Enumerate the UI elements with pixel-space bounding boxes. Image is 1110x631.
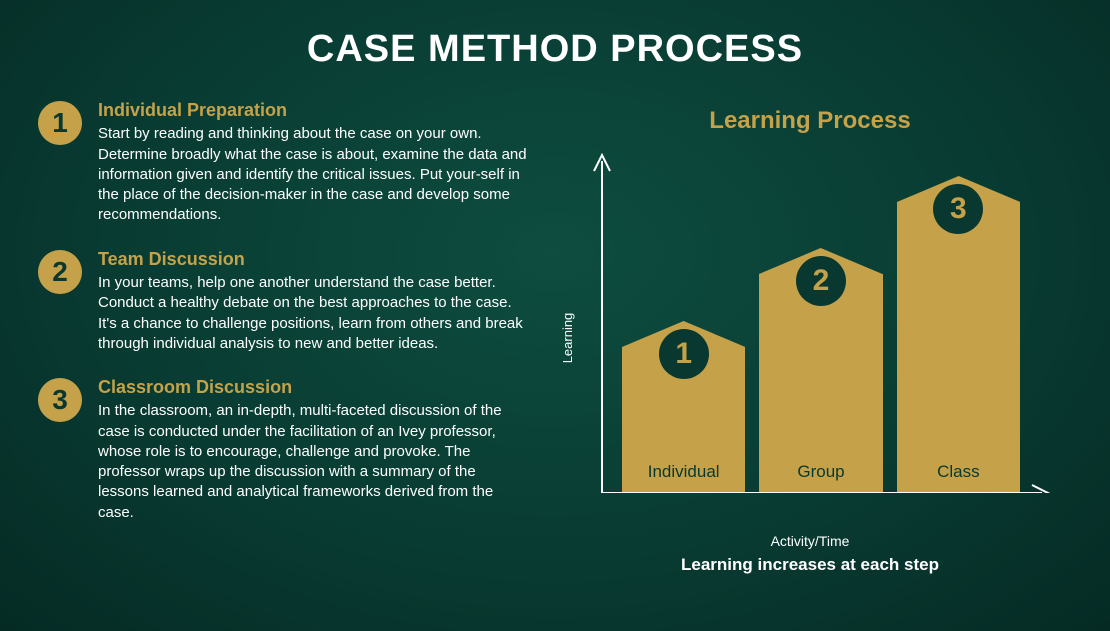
content-row: 1 Individual PreparationStart by reading … <box>38 99 1072 575</box>
step-title-3: Classroom Discussion <box>98 376 528 399</box>
bar-number-circle-3: 3 <box>933 184 983 234</box>
page-title: CASE METHOD PROCESS <box>38 28 1072 71</box>
bar-1: 1Individual <box>622 347 745 492</box>
step-badge-3: 3 <box>38 378 82 422</box>
x-axis-label: Activity/Time <box>548 533 1072 549</box>
step-desc-3: In the classroom, an in-depth, multi-fac… <box>98 401 528 523</box>
step-badge-1: 1 <box>38 101 82 145</box>
bar-3: 3Class <box>897 202 1020 492</box>
step-title-1: Individual Preparation <box>98 99 528 122</box>
step-2: 2 Team DiscussionIn your teams, help one … <box>38 248 528 354</box>
bar-rect-3 <box>897 202 1020 492</box>
bar-label-1: Individual <box>622 462 745 482</box>
step-3: 3 Classroom DiscussionIn the classroom, a… <box>38 376 528 523</box>
bar-label-3: Class <box>897 462 1020 482</box>
chart-area: Learning 1Individual2Group3Class <box>570 153 1050 523</box>
step-body-1: Individual PreparationStart by reading a… <box>98 99 528 226</box>
step-desc-1: Start by reading and thinking about the … <box>98 124 528 225</box>
chart-caption: Learning increases at each step <box>548 555 1072 575</box>
chart-column: Learning Process Learning 1Individual2Gr… <box>548 99 1072 575</box>
steps-column: 1 Individual PreparationStart by reading … <box>38 99 528 545</box>
step-badge-2: 2 <box>38 250 82 294</box>
bar-number-circle-2: 2 <box>796 256 846 306</box>
bar-number-circle-1: 1 <box>659 329 709 379</box>
bar-label-2: Group <box>759 462 882 482</box>
bar-rect-2 <box>759 274 882 492</box>
bar-shape-2: 2Group <box>759 274 882 492</box>
chart-plot: 1Individual2Group3Class <box>582 153 1050 493</box>
step-1: 1 Individual PreparationStart by reading … <box>38 99 528 226</box>
step-body-3: Classroom DiscussionIn the classroom, an… <box>98 376 528 523</box>
step-title-2: Team Discussion <box>98 248 528 271</box>
bar-shape-1: 1Individual <box>622 347 745 492</box>
y-axis-label: Learning <box>560 313 575 364</box>
bar-2: 2Group <box>759 274 882 492</box>
step-body-2: Team DiscussionIn your teams, help one a… <box>98 248 528 354</box>
chart-title: Learning Process <box>548 107 1072 135</box>
bar-shape-3: 3Class <box>897 202 1020 492</box>
step-desc-2: In your teams, help one another understa… <box>98 273 528 354</box>
bars-group: 1Individual2Group3Class <box>622 163 1020 492</box>
